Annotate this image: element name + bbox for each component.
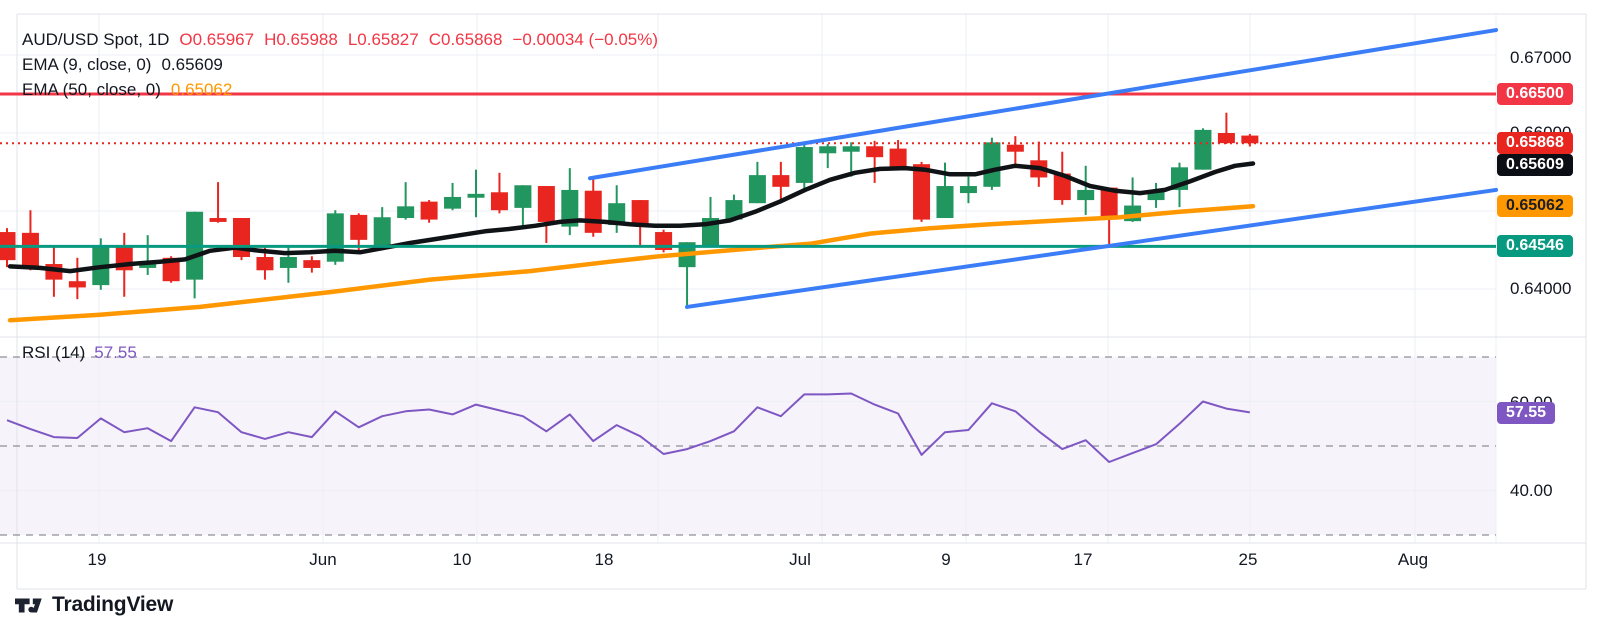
candle-body	[21, 232, 39, 268]
candle-body	[162, 257, 180, 282]
ema50-value: 0.65062	[170, 80, 233, 99]
ohlc-high: H0.65988	[264, 30, 338, 49]
rsi-label[interactable]: RSI (14)	[22, 343, 86, 362]
time-axis-label: 19	[87, 550, 107, 569]
tradingview-wordmark: TradingView	[52, 593, 174, 616]
ohlc-low: L0.65827	[347, 30, 419, 49]
candle-body	[913, 164, 931, 220]
candle-body	[1241, 135, 1259, 144]
candle-body	[631, 200, 649, 227]
rsi-pane[interactable]	[0, 337, 1496, 543]
candle-body	[983, 142, 1001, 187]
candle-body	[467, 193, 485, 198]
price-badge: 0.65609	[1497, 154, 1573, 176]
candle-body	[748, 175, 766, 204]
candle-body	[842, 146, 860, 152]
time-axis-label: 17	[1073, 550, 1093, 569]
candle-body	[1077, 189, 1095, 201]
candle-body	[889, 148, 907, 168]
candle-body	[279, 257, 297, 268]
candle-body	[819, 146, 837, 154]
time-axis-label: Jul	[789, 550, 811, 569]
ohlc-open: O0.65967	[179, 30, 255, 49]
time-axis-label: 10	[452, 550, 472, 569]
price-badge: 0.66500	[1497, 83, 1573, 105]
ema9-value: 0.65609	[161, 55, 223, 74]
price-badge: 0.64546	[1497, 235, 1573, 257]
price-badge: 0.65868	[1497, 132, 1573, 154]
candle-body	[139, 262, 157, 268]
trend-channel-line[interactable]	[685, 187, 1498, 309]
candle-body	[1194, 129, 1212, 170]
ema50-legend-row[interactable]: EMA (50, close, 0) 0.65062	[22, 80, 232, 100]
candle-body	[209, 218, 227, 222]
daily-change: −0.00034 (−0.05%)	[512, 30, 659, 49]
time-axis-label: Aug	[1397, 550, 1429, 569]
ohlc-close: C0.65868	[428, 30, 503, 49]
candle-body	[68, 281, 86, 288]
rsi-legend-row[interactable]: RSI (14) 57.55	[22, 343, 137, 363]
candle-body	[1217, 133, 1235, 144]
candle-body	[1147, 190, 1165, 201]
rsi-line	[6, 392, 1251, 463]
candle-body	[256, 257, 274, 271]
candle-body	[725, 200, 743, 220]
candle-body	[444, 196, 462, 209]
candle-body	[608, 203, 626, 226]
candle-body	[537, 186, 555, 222]
rsi-value: 57.55	[94, 343, 137, 362]
rsi-badge: 57.55	[1497, 402, 1556, 424]
ema9-label[interactable]: EMA (9, close, 0)	[22, 55, 152, 74]
candle-body	[1053, 173, 1071, 201]
candle-body	[397, 206, 415, 219]
ema50-label[interactable]: EMA (50, close, 0)	[22, 80, 161, 99]
tradingview-icon	[15, 598, 42, 612]
main-price-pane[interactable]	[0, 14, 1496, 337]
candle-body	[936, 186, 954, 219]
candle-body	[795, 147, 813, 183]
symbol-legend-row[interactable]: AUD/USD Spot, 1D O0.65967 H0.65988 L0.65…	[22, 30, 658, 50]
rsi-scale-label: 40.00	[1510, 481, 1553, 500]
candle-body	[350, 214, 368, 240]
time-axis-label: 25	[1238, 550, 1258, 569]
time-axis-label: Jun	[309, 550, 337, 569]
ema9-legend-row[interactable]: EMA (9, close, 0) 0.65609	[22, 55, 223, 75]
candle-body	[1006, 144, 1024, 152]
candle-body	[1100, 187, 1118, 220]
time-axis-label: 18	[594, 550, 614, 569]
ema9-line	[7, 161, 1256, 274]
candle-body	[772, 175, 790, 187]
candle-body	[514, 185, 532, 208]
time-axis-label: 9	[941, 550, 951, 569]
candle-body	[561, 189, 579, 227]
candle-body	[490, 192, 508, 211]
candle-body	[959, 186, 977, 194]
trend-channel-line[interactable]	[588, 28, 1498, 181]
price-badge: 0.65062	[1497, 195, 1573, 217]
candle-body	[866, 146, 884, 158]
candle-body	[420, 201, 438, 220]
symbol-title[interactable]: AUD/USD Spot, 1D	[22, 30, 170, 49]
price-scale-label: 0.67000	[1510, 48, 1572, 67]
candle-body	[303, 260, 321, 268]
tradingview-logo-link[interactable]: TradingView	[15, 593, 173, 617]
candle-body	[373, 217, 391, 249]
price-scale-label: 0.64000	[1510, 279, 1572, 298]
